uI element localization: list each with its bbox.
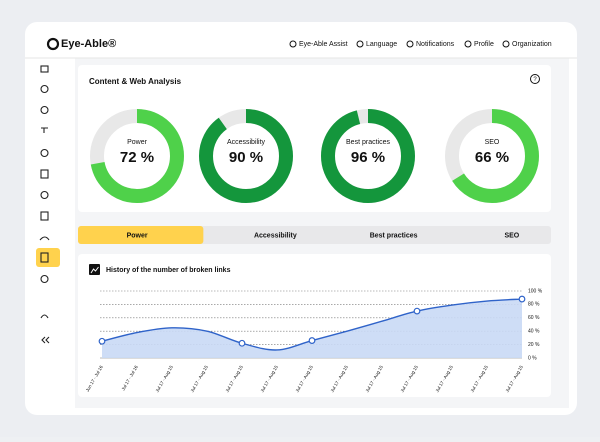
tab-active[interactable] [78, 226, 204, 244]
gauge-value: 90 % [229, 149, 263, 166]
nav-item[interactable]: Language [366, 41, 397, 48]
logo-icon [46, 37, 60, 51]
nav-item[interactable]: Notifications [416, 41, 455, 48]
help-text: ? [533, 77, 537, 83]
icon-support[interactable] [40, 314, 49, 319]
logo: Eye-Able® [61, 38, 116, 50]
y-tick-label: 20 % [528, 342, 540, 348]
gauge-value: 66 % [475, 149, 509, 166]
y-tick-label: 80 % [528, 302, 540, 308]
tab[interactable]: Accessibility [254, 232, 297, 239]
point [98, 337, 106, 345]
chart-icon-line [90, 266, 99, 274]
gauge-arc [321, 109, 415, 203]
gauge-arc [90, 109, 184, 203]
tab[interactable]: Power [127, 232, 148, 239]
icon-home[interactable] [40, 65, 49, 73]
gauges: Power 72 % Accessibility 90 % Best practices… [90, 109, 539, 203]
nav-icon [356, 40, 364, 48]
nav-item[interactable]: Profile [474, 41, 494, 48]
icon-lang[interactable] [41, 127, 48, 133]
icon-signal[interactable] [40, 148, 49, 158]
gauge-arc [199, 109, 293, 203]
point [518, 295, 526, 303]
point [238, 339, 246, 347]
y-tick-label: 40 % [528, 329, 540, 335]
tab[interactable]: SEO [504, 232, 519, 239]
tab[interactable]: Best practices [370, 232, 418, 239]
help-icon[interactable] [530, 74, 540, 84]
icon-money[interactable] [40, 84, 49, 94]
icon-doc[interactable] [40, 211, 49, 221]
nav-item[interactable]: Organization [512, 41, 552, 48]
icon-collapse[interactable] [41, 336, 50, 344]
analysis-card [78, 65, 551, 212]
y-tick-label: 60 % [528, 315, 540, 321]
gauge-label: SEO [485, 139, 500, 146]
nav-item[interactable]: Eye-Able Assist [299, 41, 348, 48]
gauge-arc [445, 109, 539, 203]
gauge-label: Best practices [346, 139, 390, 146]
nav: Eye-Able Assist Language Notifications Prof… [289, 40, 552, 48]
y-tick-label: 100 % [528, 288, 543, 294]
sidebar [36, 65, 60, 344]
icon-gauge[interactable] [39, 236, 50, 241]
icon-chart[interactable] [40, 105, 49, 115]
icon-target[interactable] [40, 190, 49, 200]
nav-icon [289, 40, 297, 48]
icon-report[interactable] [40, 252, 49, 263]
analysis-title: Content & Web Analysis [89, 77, 182, 86]
chart-card [78, 254, 551, 397]
icon-pie[interactable] [40, 274, 49, 284]
nav-icon [464, 40, 472, 48]
nav-icon [502, 40, 510, 48]
gauge-value: 72 % [120, 149, 154, 166]
y-tick-label: 0 % [528, 355, 537, 361]
gauge-label: Accessibility [227, 139, 266, 146]
nav-icon [406, 40, 414, 48]
point [413, 307, 421, 315]
chart-title: History of the number of broken links [106, 267, 231, 274]
point [308, 337, 316, 344]
gauge-label: Power [127, 139, 148, 146]
icon-clipboard[interactable] [40, 169, 49, 179]
tabs: Power Accessibility Best practices SEO [78, 226, 520, 244]
gauge-value: 96 % [351, 149, 385, 166]
